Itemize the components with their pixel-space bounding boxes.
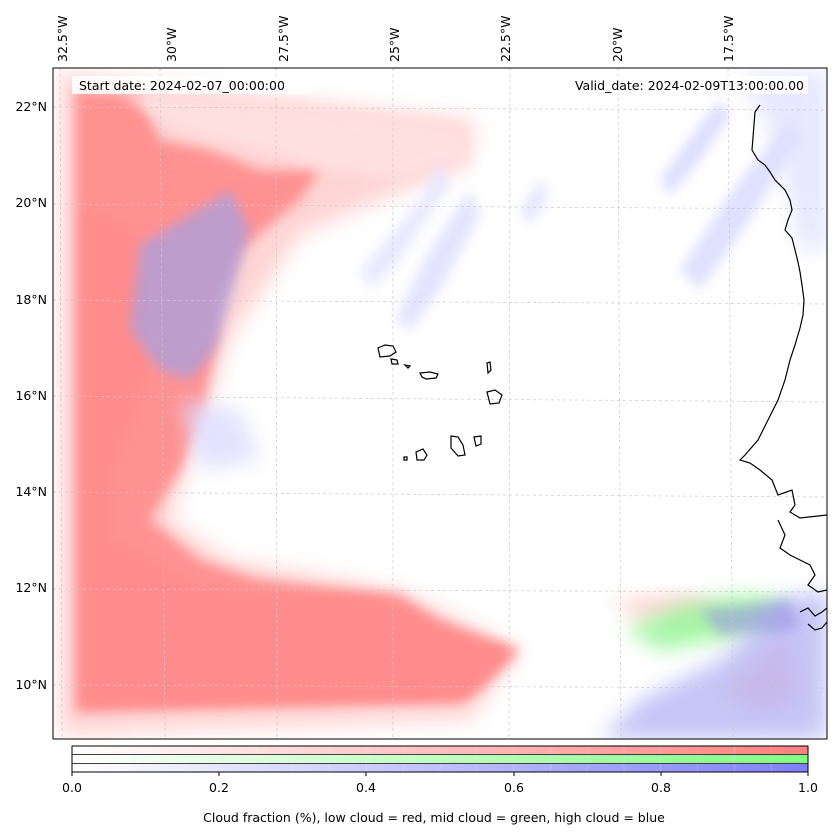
colorbar-tick-0-8: 0.8 <box>651 780 671 795</box>
colorbar-mid-strip <box>72 755 808 763</box>
island-santo-antao <box>377 344 397 358</box>
colorbar: 0.0 0.2 0.4 0.6 0.8 1.0 Cloud fraction (… <box>62 745 818 825</box>
colorbar-frame <box>71 745 809 773</box>
colorbar-tick-1-0: 1.0 <box>798 780 818 795</box>
meridian-line <box>159 68 166 739</box>
colorbar-tick-0-2: 0.2 <box>209 780 229 795</box>
map-gridlines <box>53 68 827 739</box>
colorbar-label: Cloud fraction (%), low cloud = red, mid… <box>203 810 665 825</box>
lat-label-22n: 22°N <box>15 99 47 114</box>
lon-label-25w: 25°W <box>387 27 402 62</box>
valid-date-label: Valid_date: 2024-02-09T13:00:00.00 <box>575 78 804 93</box>
island-santa-luzia <box>403 364 412 369</box>
coastlines <box>377 104 827 631</box>
colorbar-tick-0-6: 0.6 <box>504 780 524 795</box>
lon-label-22-5w: 22.5°W <box>498 16 513 62</box>
island-fogo <box>415 448 428 461</box>
island-maio <box>473 435 482 447</box>
meridian-line <box>508 68 511 739</box>
map-frame <box>52 67 828 740</box>
colorbar-high-strip <box>72 764 808 772</box>
colorbar-tick-0-0: 0.0 <box>62 780 82 795</box>
lon-label-17-5w: 17.5°W <box>721 16 736 62</box>
colorbar-tick-0-4: 0.4 <box>356 780 376 795</box>
meridian-line <box>617 68 622 739</box>
island-boa-vista <box>486 389 503 405</box>
lon-label-32-5w: 32.5°W <box>55 16 70 62</box>
meridian-line <box>727 68 734 739</box>
high-cloud-field <box>130 70 827 739</box>
lon-label-20w: 20°W <box>610 27 625 62</box>
lat-label-10n: 10°N <box>15 677 47 692</box>
island-sal <box>486 361 492 375</box>
lat-label-16n: 16°N <box>15 388 47 403</box>
map-panel: Start date: 2024-02-07_00:00:00 Valid_da… <box>52 67 828 740</box>
colorbar-dividers <box>108 746 772 772</box>
colorbar-low-strip <box>72 746 808 754</box>
colorbar-ticks: 0.0 0.2 0.4 0.6 0.8 1.0 <box>62 772 818 795</box>
island-brava <box>403 456 408 461</box>
meridian-line <box>59 68 63 739</box>
island-sao-vicente <box>390 358 399 365</box>
longitude-labels: 32.5°W 30°W 27.5°W 25°W 22.5°W 20°W 17.5… <box>55 16 736 62</box>
latitude-labels: 22°N 20°N 18°N 16°N 14°N 12°N 10°N <box>15 99 47 692</box>
lat-label-20n: 20°N <box>15 195 47 210</box>
island-santiago <box>450 435 466 457</box>
lat-label-18n: 18°N <box>15 292 47 307</box>
island-sao-nicolau <box>419 371 439 380</box>
lon-label-30w: 30°W <box>164 27 179 62</box>
lat-label-12n: 12°N <box>15 580 47 595</box>
start-date-label: Start date: 2024-02-07_00:00:00 <box>79 78 285 93</box>
africa-coastline <box>738 104 827 519</box>
west-africa-coastline-south <box>777 519 827 631</box>
meridian-line <box>275 68 278 739</box>
lat-label-14n: 14°N <box>15 484 47 499</box>
lon-label-27-5w: 27.5°W <box>276 16 291 62</box>
